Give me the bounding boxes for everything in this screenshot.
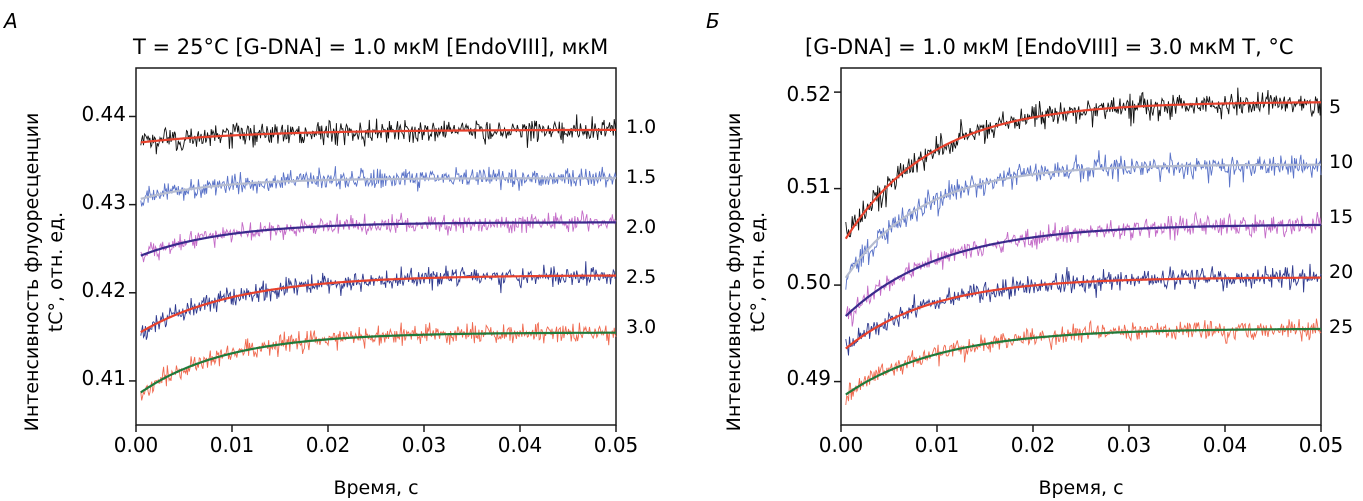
panel-b-xtick-label: 0.04 — [1203, 433, 1248, 457]
panel-a-xtick-label: 0.04 — [498, 433, 543, 457]
panel-a-curve-label: 1.5 — [626, 166, 656, 188]
panel-a-fit-curve-2.5 — [140, 274, 616, 334]
panel-b-ytick-label: 0.51 — [786, 174, 831, 198]
panel-b-raw-trace-20 — [845, 263, 1322, 356]
panel-a-xtick-label: 0.00 — [114, 433, 159, 457]
panel-b-ticks — [834, 91, 1322, 432]
panel-b-ytick-label: 0.49 — [786, 366, 831, 390]
panel-b-raw-trace-15 — [845, 211, 1322, 327]
panel-a-ytick-label: 0.41 — [81, 366, 126, 390]
panel-b-ylabel-line1: Интенсивность флуоресценции — [723, 113, 745, 432]
panel-b-xtick-label: 0.00 — [819, 433, 864, 457]
panel-b-header: [G-DNA] = 1.0 мкМ [EndoVIII] = 3.0 мкМ T… — [805, 35, 1294, 59]
panel-b-ylabel-line2: tC°, отн. ед. — [747, 212, 769, 332]
panel-b-ytick-label: 0.50 — [786, 270, 831, 294]
panel-b-y-axis-label-2: tC°, отн. ед. — [747, 212, 769, 332]
panel-a-letter: A — [2, 9, 18, 33]
panel-a: A T = 25°C [G-DNA] = 1.0 мкМ [EndoVIII],… — [2, 9, 656, 499]
panel-a-x-axis-label: Время, с — [333, 477, 418, 499]
panel-b-xtick-label: 0.03 — [1107, 433, 1152, 457]
panel-a-xtick-label: 0.02 — [306, 433, 351, 457]
panel-a-ytick-label: 0.44 — [81, 102, 126, 126]
panel-b-xtick-label: 0.02 — [1011, 433, 1056, 457]
panel-a-curve-label: 1.0 — [626, 116, 656, 138]
panel-a-ytick-label: 0.42 — [81, 278, 126, 302]
panel-a-fit-curve-2.0 — [140, 221, 616, 257]
panel-a-raw-trace-1.5 — [140, 166, 617, 207]
panel-a-header: T = 25°C [G-DNA] = 1.0 мкМ [EndoVIII], м… — [132, 35, 608, 59]
panel-a-y-axis-label: Интенсивность флуоресценции — [21, 113, 43, 432]
panel-a-y-axis-label-2: tC°, отн. ед. — [45, 212, 67, 332]
panel-a-xtick-label: 0.03 — [402, 433, 447, 457]
panel-b-fit-curve-15 — [845, 223, 1321, 317]
panel-b-curve-label: 15 — [1329, 206, 1353, 228]
panel-b-letter: Б — [706, 9, 720, 33]
panel-b-ytick-label: 0.52 — [786, 82, 831, 106]
panel-a-ticks — [129, 115, 617, 432]
panel-b-curve-label: 20 — [1329, 261, 1353, 283]
panel-a-curve-label: 2.0 — [626, 216, 656, 238]
panel-b-plot-frame — [840, 67, 1322, 426]
panel-a-xtick-label: 0.05 — [594, 433, 639, 457]
panel-a-curve-label: 3.0 — [626, 316, 656, 338]
panel-a-plot-frame — [135, 67, 617, 426]
panel-b-curve-label: 25 — [1329, 316, 1353, 338]
panel-a-xtick-label: 0.01 — [210, 433, 255, 457]
panel-a-raw-trace-1.0 — [140, 114, 617, 155]
panel-a-data — [140, 114, 617, 401]
panel-b-raw-trace-25 — [845, 318, 1322, 406]
panel-a-fit-curve-3.0 — [140, 331, 616, 394]
panel-b-curve-label: 5 — [1329, 96, 1341, 118]
panel-b-raw-trace-10 — [845, 150, 1322, 290]
panel-a-ytick-label: 0.43 — [81, 190, 126, 214]
panel-b-fit-curve-5 — [844, 101, 1321, 240]
panel-b-y-axis-label: Интенсивность флуоресценции — [723, 113, 745, 432]
panel-a-fit-curve-1.0 — [140, 128, 616, 144]
panel-b-fit-curve-20 — [845, 276, 1321, 350]
panel-b-data — [844, 87, 1322, 406]
panel-b-x-axis-label: Время, с — [1038, 477, 1123, 499]
panel-a-ylabel-line2: tC°, отн. ед. — [45, 212, 67, 332]
panel-b-curve-label: 10 — [1329, 151, 1353, 173]
panel-b-xtick-label: 0.01 — [915, 433, 960, 457]
panel-a-ylabel-line1: Интенсивность флуоресценции — [21, 113, 43, 432]
panel-b: Б [G-DNA] = 1.0 мкМ [EndoVIII] = 3.0 мкМ… — [706, 9, 1353, 499]
panel-b-fit-curve-25 — [845, 327, 1321, 396]
panel-a-fit-curve-1.5 — [140, 177, 616, 200]
panel-a-curve-label: 2.5 — [626, 266, 656, 288]
panel-b-fit-curve-10 — [844, 163, 1321, 279]
panel-b-xtick-label: 0.05 — [1299, 433, 1344, 457]
